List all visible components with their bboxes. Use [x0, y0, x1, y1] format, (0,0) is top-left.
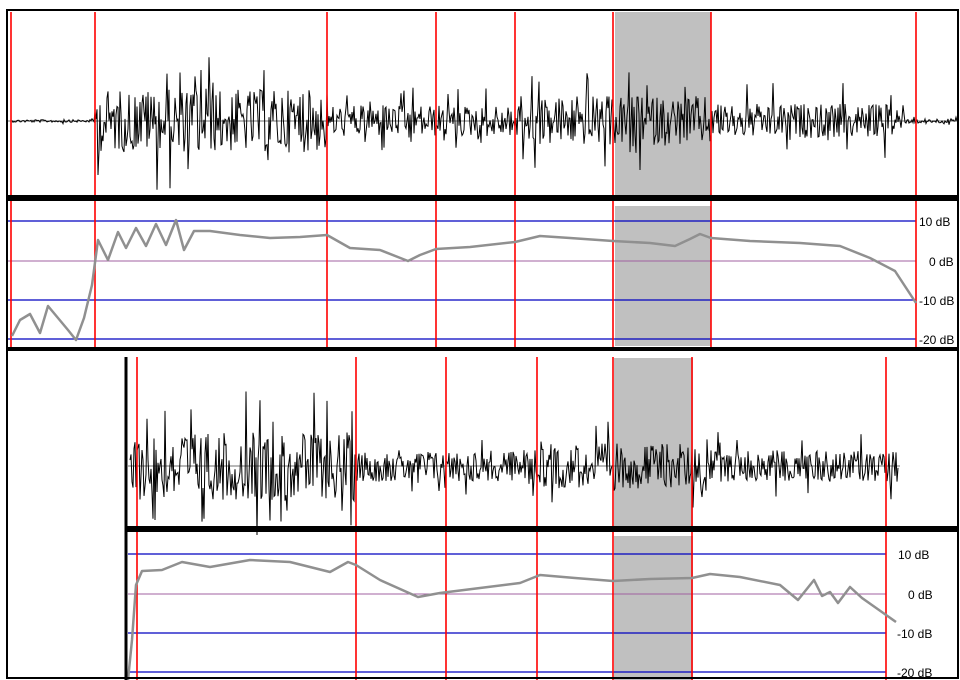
outer-frame [6, 9, 959, 679]
top-db-label-minus20: -20 dB [919, 333, 954, 347]
bottom-level-selection-region[interactable] [614, 536, 693, 680]
track-divider[interactable] [7, 347, 958, 351]
top-waveform-markers [10, 12, 917, 195]
bottom-level-markers [136, 532, 887, 680]
bottom-level-curve [126, 558, 897, 680]
bottom-waveform-markers [136, 357, 887, 526]
top-db-label-minus10: -10 dB [919, 294, 954, 308]
bottom-db-label-minus20: -20 dB [897, 666, 932, 680]
bottom-panel-divider[interactable] [126, 526, 958, 532]
top-level-selection-region[interactable] [615, 206, 711, 346]
bottom-level-panel: 10 dB 0 dB -10 dB -20 dB [126, 532, 933, 680]
bottom-db-label-0: 0 dB [908, 588, 933, 602]
bottom-db-label-minus10: -10 dB [897, 627, 932, 641]
top-level-panel: 10 dB 0 dB -10 dB -20 dB [8, 201, 954, 347]
top-waveform-panel [8, 12, 958, 196]
bottom-db-label-10: 10 dB [898, 548, 929, 562]
bottom-waveform [129, 391, 899, 536]
bottom-waveform-panel [128, 357, 900, 536]
top-level-curve [10, 218, 918, 342]
top-level-markers [10, 201, 917, 347]
top-db-label-0: 0 dB [929, 255, 954, 269]
top-db-label-10: 10 dB [919, 215, 950, 229]
top-panel-divider[interactable] [7, 195, 958, 201]
bottom-selection-region[interactable] [614, 358, 693, 526]
frame-lines [6, 9, 959, 680]
top-waveform [11, 57, 958, 190]
